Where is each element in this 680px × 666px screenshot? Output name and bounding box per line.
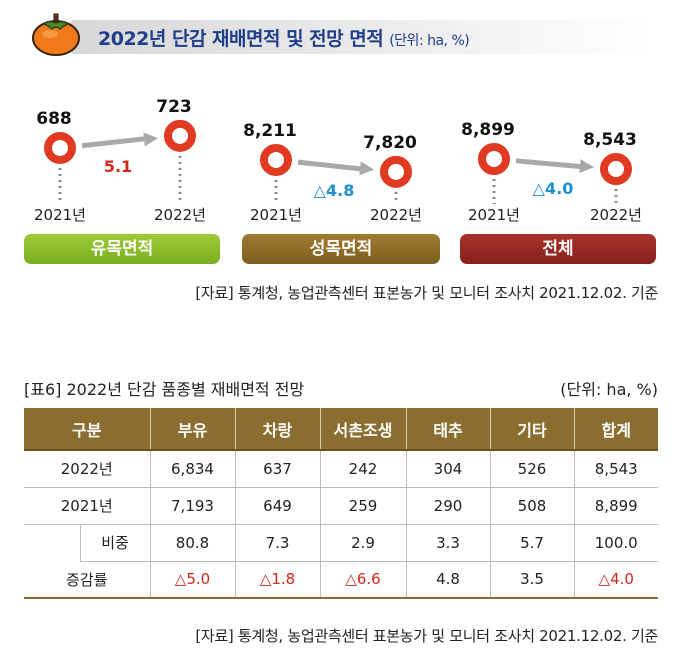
value-label: 8,543 bbox=[583, 130, 637, 150]
table-cell: 242 bbox=[320, 450, 407, 488]
table-cell: 7,193 bbox=[150, 487, 236, 525]
table-cell: 8,543 bbox=[574, 450, 658, 488]
value-label: 8,211 bbox=[243, 121, 297, 141]
table-cell: 4.8 bbox=[406, 561, 491, 599]
header-cell: 구분 bbox=[24, 408, 151, 450]
table-unit: (단위: ha, %) bbox=[560, 380, 658, 399]
value-label: 7,820 bbox=[363, 133, 417, 153]
table-cell: 649 bbox=[235, 487, 321, 525]
table-cell: 7.3 bbox=[235, 524, 321, 562]
category-label-young: 유목면적 bbox=[24, 234, 220, 264]
trend-arrowhead bbox=[143, 132, 158, 147]
table-cell: 3.5 bbox=[490, 561, 575, 599]
trend-arrowhead bbox=[359, 161, 374, 176]
table-cell: 304 bbox=[406, 450, 491, 488]
slope-chart: 688 723 5.1 2021년 2022년 8,211 7,820 △4.8 2021년 20… bbox=[34, 97, 642, 224]
source-note-table: [자료] 통계청, 농업관측센터 표본농가 및 모니터 조사치 2021.12.… bbox=[195, 627, 658, 645]
indent-cell bbox=[24, 524, 81, 561]
year-tick-label: 2021년 bbox=[468, 206, 520, 224]
table-header-row: 구분 부유 차랑 서촌조생 태추 기타 합계 bbox=[24, 408, 658, 450]
table-cell: 2.9 bbox=[320, 524, 407, 562]
row-label: 2021년 bbox=[24, 487, 151, 525]
year-tick-label: 2021년 bbox=[34, 206, 86, 224]
table-cell: 5.7 bbox=[490, 524, 575, 562]
table-cell: △4.0 bbox=[574, 561, 658, 599]
row-label: 비중 bbox=[79, 524, 151, 562]
category-label-mature: 성목면적 bbox=[242, 234, 440, 264]
data-point bbox=[600, 153, 632, 186]
data-point bbox=[260, 143, 292, 176]
data-point bbox=[44, 131, 76, 164]
table-cell: 80.8 bbox=[150, 524, 236, 562]
header-cell: 서촌조생 bbox=[320, 408, 407, 450]
table-row: 증감률 △5.0 △1.8 △6.6 4.8 3.5 △4.0 bbox=[24, 561, 658, 599]
row-label: 증감률 bbox=[24, 561, 151, 599]
data-point bbox=[380, 155, 412, 188]
variety-table: 구분 부유 차랑 서촌조생 태추 기타 합계 2022년 6,834 637 2… bbox=[24, 408, 658, 599]
year-tick-label: 2022년 bbox=[590, 206, 642, 224]
source-note: [자료] 통계청, 농업관측센터 표본농가 및 모니터 조사치 2021.12.… bbox=[195, 284, 658, 302]
value-label: 8,899 bbox=[461, 120, 515, 140]
header-cell: 태추 bbox=[406, 408, 491, 450]
table-row: 2021년 7,193 649 259 290 508 8,899 bbox=[24, 487, 658, 525]
table-cell: 508 bbox=[490, 487, 575, 525]
table-cell: △6.6 bbox=[320, 561, 407, 599]
table-cell: 259 bbox=[320, 487, 407, 525]
change-label: 5.1 bbox=[104, 157, 132, 176]
year-tick-label: 2021년 bbox=[250, 206, 302, 224]
data-point bbox=[478, 143, 510, 176]
header-cell: 기타 bbox=[490, 408, 575, 450]
header-banner: 2022년 단감 재배면적 및 전망 면적 (단위: ha, %) bbox=[30, 13, 650, 56]
value-label: 688 bbox=[36, 109, 72, 129]
row-label: 2022년 bbox=[24, 450, 151, 488]
table-cell: 3.3 bbox=[406, 524, 491, 562]
table-cell: 6,834 bbox=[150, 450, 236, 488]
page-title: 2022년 단감 재배면적 및 전망 면적 (단위: ha, %) bbox=[98, 24, 470, 51]
header-cell: 차랑 bbox=[235, 408, 321, 450]
year-tick-label: 2022년 bbox=[154, 206, 206, 224]
table-caption: [표6] 2022년 단감 품종별 재배면적 전망 bbox=[24, 380, 305, 399]
year-tick-label: 2022년 bbox=[370, 206, 422, 224]
table-cell: 8,899 bbox=[574, 487, 658, 525]
category-label-total: 전체 bbox=[460, 234, 656, 264]
table-cell: △1.8 bbox=[235, 561, 321, 599]
table-cell: 290 bbox=[406, 487, 491, 525]
trend-arrow bbox=[297, 159, 365, 172]
trend-arrow bbox=[515, 158, 585, 170]
trend-arrowhead bbox=[579, 159, 594, 174]
header-cell: 부유 bbox=[150, 408, 236, 450]
table-row: 2022년 6,834 637 242 304 526 8,543 bbox=[24, 450, 658, 488]
table-cell: 526 bbox=[490, 450, 575, 488]
title-unit: (단위: ha, %) bbox=[389, 33, 470, 49]
value-label: 723 bbox=[156, 97, 192, 117]
header-background bbox=[70, 20, 650, 54]
table-cell: 637 bbox=[235, 450, 321, 488]
data-point bbox=[164, 119, 196, 152]
title-text: 2022년 단감 재배면적 및 전망 면적 bbox=[98, 28, 384, 50]
change-label: △4.0 bbox=[533, 179, 574, 198]
table-cell: 100.0 bbox=[574, 524, 658, 562]
persimmon-icon bbox=[32, 13, 80, 56]
change-label: △4.8 bbox=[314, 181, 355, 200]
header-cell: 합계 bbox=[574, 408, 658, 450]
table-cell: △5.0 bbox=[150, 561, 236, 599]
table-row: 비중 80.8 7.3 2.9 3.3 5.7 100.0 bbox=[24, 524, 658, 562]
trend-arrow bbox=[81, 135, 149, 149]
